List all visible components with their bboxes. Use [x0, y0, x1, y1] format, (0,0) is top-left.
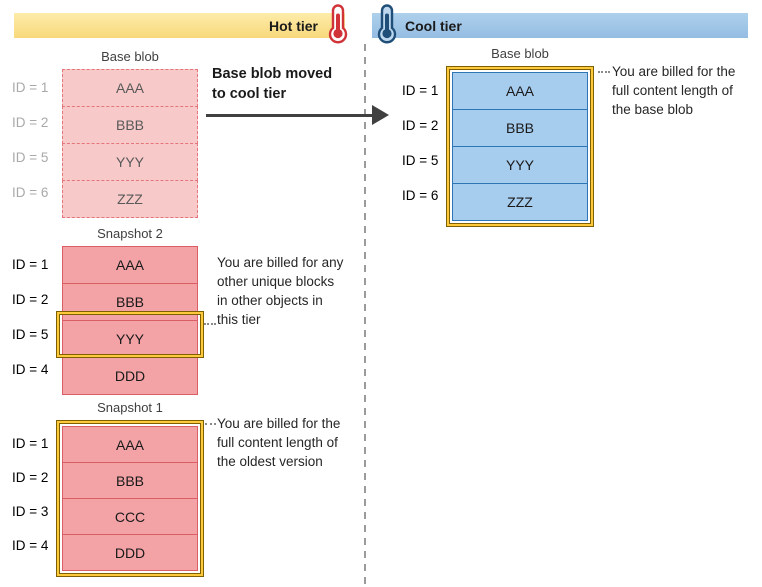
- block-id-label: ID = 3: [12, 504, 49, 519]
- cool-base-blob-billing-note: You are billed for the full content leng…: [612, 64, 736, 117]
- block-cell: AAA: [62, 426, 198, 463]
- block-cell: CCC: [62, 498, 198, 535]
- hot-base-blob-id-labels: ID = 1 ID = 2 ID = 5 ID = 6: [8, 69, 62, 210]
- block-cell: AAA: [452, 72, 588, 110]
- block-id-label: ID = 5: [12, 326, 49, 342]
- cool-base-blob-group: Base blob ID = 1 ID = 2 ID = 5 ID = 6 AA…: [398, 46, 594, 227]
- cool-base-blob-highlight-frame: AAA BBB YYY ZZZ: [446, 66, 594, 227]
- block-cell: BBB: [452, 109, 588, 147]
- hot-tier-label: Hot tier: [269, 17, 318, 34]
- transition-label: Base blob moved to cool tier: [212, 66, 333, 102]
- block-id-label: ID = 5: [402, 152, 439, 168]
- block-id-label: ID = 1: [12, 256, 49, 272]
- block-cell: YYY: [452, 146, 588, 184]
- block-cell: DDD: [62, 534, 198, 571]
- block-id-label: ID = 2: [12, 291, 49, 307]
- cool-base-blob-title: Base blob: [491, 46, 549, 61]
- block-cell: AAA: [62, 246, 198, 284]
- snapshot-1-group: Snapshot 1 ID = 1 ID = 2 ID = 3 ID = 4 A…: [8, 400, 204, 577]
- cool-base-blob-id-labels: ID = 1 ID = 2 ID = 5 ID = 6: [398, 66, 446, 213]
- snapshot-2-title: Snapshot 2: [97, 226, 163, 241]
- cool-thermometer-icon: [377, 4, 397, 44]
- unique-block-highlight-frame: [56, 311, 204, 358]
- block-cell: BBB: [62, 462, 198, 499]
- block-id-label: ID = 5: [12, 149, 49, 165]
- snapshot-2-group: Snapshot 2 ID = 1 ID = 2 ID = 5 ID = 4 A…: [8, 226, 198, 395]
- snapshot-1-id-labels: ID = 1 ID = 2 ID = 3 ID = 4: [8, 420, 56, 563]
- hot-thermometer-icon: [328, 4, 348, 44]
- snapshot-1-highlight-frame: AAA BBB CCC DDD: [56, 420, 204, 577]
- cool-tier-header: Cool tier: [372, 13, 748, 38]
- block-id-label: ID = 4: [12, 538, 49, 553]
- snapshot-1-billing-note: You are billed for the full content leng…: [217, 416, 341, 469]
- block-id-label: ID = 1: [402, 82, 439, 98]
- block-id-label: ID = 1: [12, 436, 49, 451]
- hot-base-blob-group: Base blob ID = 1 ID = 2 ID = 5 ID = 6 AA…: [8, 49, 198, 218]
- transition-arrow-line: [206, 114, 374, 117]
- block-cell: ZZZ: [452, 183, 588, 221]
- block-cell: BBB: [62, 106, 198, 144]
- snapshot-2-id-labels: ID = 1 ID = 2 ID = 5 ID = 4: [8, 246, 62, 387]
- block-cell: DDD: [62, 357, 198, 395]
- snapshot-1-note-connector: [205, 423, 216, 425]
- cool-base-blob-note-connector: [598, 71, 610, 73]
- block-id-label: ID = 6: [402, 187, 439, 203]
- block-id-label: ID = 2: [402, 117, 439, 133]
- block-id-label: ID = 2: [12, 470, 49, 485]
- hot-base-blob-blocks: AAA BBB YYY ZZZ: [62, 69, 198, 218]
- block-id-label: ID = 2: [12, 114, 49, 130]
- snapshot-1-title: Snapshot 1: [97, 400, 163, 415]
- snapshot-2-blocks: AAA BBB YYY DDD: [62, 246, 198, 395]
- tier-divider-dashed-line: [364, 44, 366, 587]
- snapshot-2-billing-note: You are billed for any other unique bloc…: [217, 255, 344, 327]
- block-id-label: ID = 1: [12, 79, 49, 95]
- block-cell: AAA: [62, 69, 198, 107]
- cool-tier-label: Cool tier: [405, 17, 462, 34]
- unique-block-highlight-frame-inner: [59, 314, 201, 355]
- block-cell: YYY: [62, 143, 198, 181]
- transition-arrow-head: [372, 105, 389, 125]
- hot-base-blob-title: Base blob: [101, 49, 159, 64]
- snapshot-2-note-connector: [204, 323, 216, 325]
- block-cell: ZZZ: [62, 180, 198, 218]
- block-id-label: ID = 4: [12, 361, 49, 377]
- hot-tier-header: Hot tier: [14, 13, 345, 38]
- cool-base-blob-blocks: AAA BBB YYY ZZZ: [452, 72, 588, 221]
- block-id-label: ID = 6: [12, 184, 49, 200]
- snapshot-1-blocks: AAA BBB CCC DDD: [62, 426, 198, 571]
